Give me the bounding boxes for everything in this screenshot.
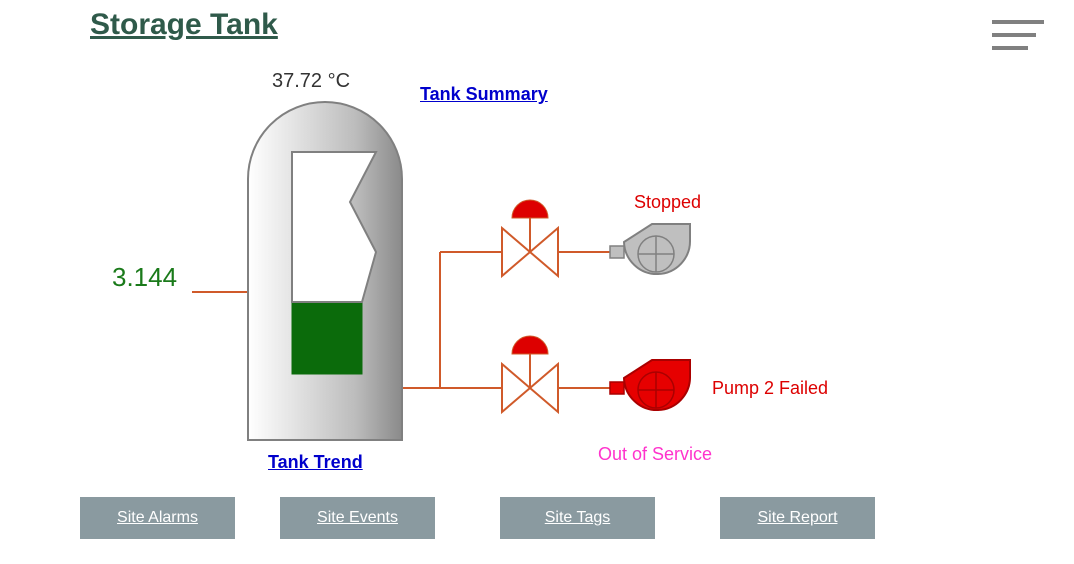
hmi-canvas: Storage Tank 37.72 °C Tank Summary Tank …: [0, 0, 1074, 564]
pump-2-icon: [610, 360, 690, 410]
site-events-button[interactable]: Site Events: [280, 497, 435, 539]
site-tags-button[interactable]: Site Tags: [500, 497, 655, 539]
page-title: Storage Tank: [90, 8, 278, 42]
menu-button[interactable]: [992, 18, 1044, 54]
piping: [192, 252, 614, 388]
site-alarms-button[interactable]: Site Alarms: [80, 497, 235, 539]
pump-1-icon: [610, 224, 690, 274]
pump-2-status: Pump 2 Failed: [712, 378, 828, 399]
site-report-button[interactable]: Site Report: [720, 497, 875, 539]
valve-2-icon: [502, 336, 558, 412]
temperature-reading: 37.72 °C: [272, 70, 350, 93]
tank-summary-link[interactable]: Tank Summary: [420, 84, 548, 105]
tank-trend-link[interactable]: Tank Trend: [268, 452, 363, 473]
hamburger-icon: [992, 18, 1044, 54]
pump-1-status: Stopped: [634, 192, 701, 213]
valve-1-icon: [502, 200, 558, 276]
storage-tank-icon: [248, 102, 402, 440]
pump-2-oos-label: Out of Service: [598, 444, 712, 465]
level-reading: 3.144: [112, 262, 177, 293]
